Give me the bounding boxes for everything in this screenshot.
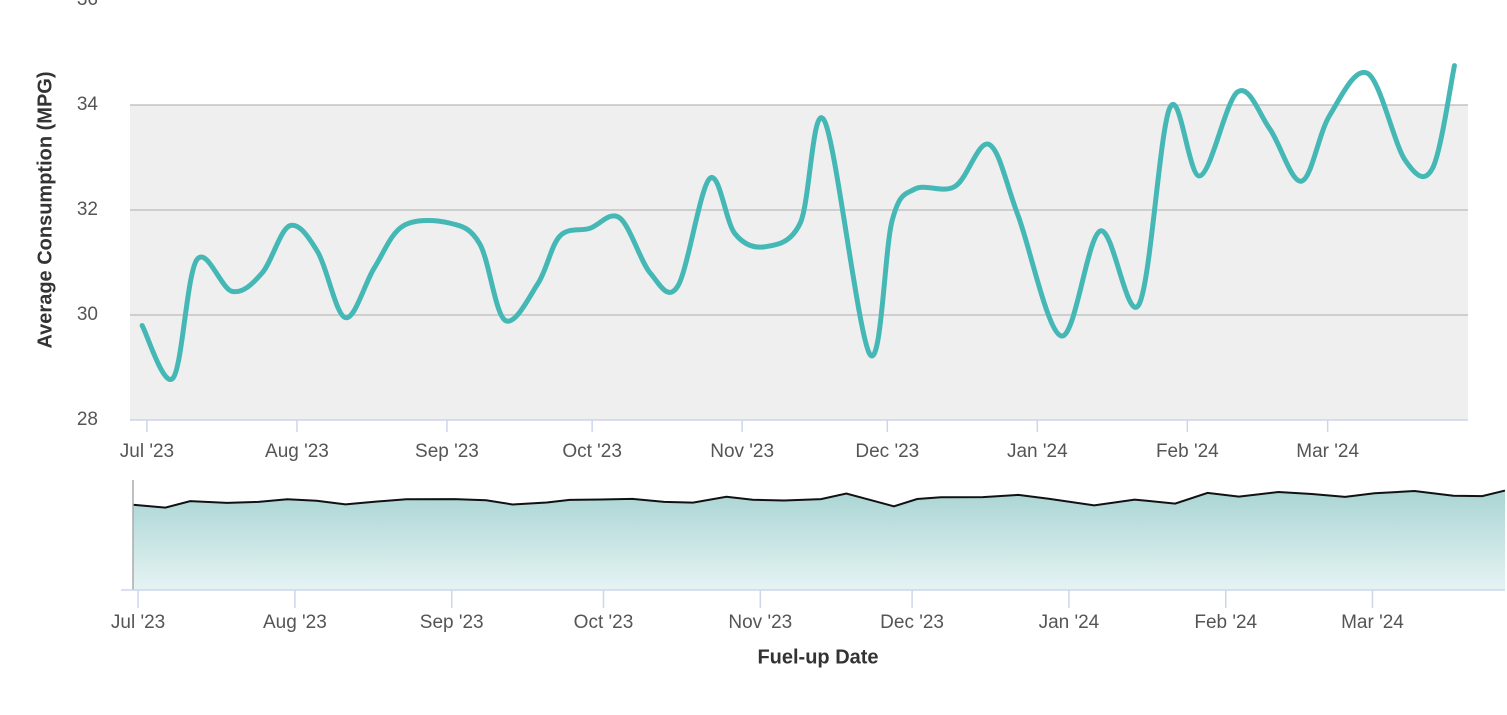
x-tick-label: Dec '23 [855, 441, 919, 462]
navigator-tick-label: Mar '24 [1341, 612, 1404, 633]
navigator-tick-label: Feb '24 [1194, 612, 1257, 633]
x-tick-label: Jul '23 [120, 441, 174, 462]
navigator-tick-label: Oct '23 [574, 612, 634, 633]
x-tick-label: Mar '24 [1296, 441, 1359, 462]
plot-band [130, 105, 1468, 420]
navigator-area [133, 490, 1505, 590]
y-axis-title: Average Consumption (MPG) [34, 71, 56, 348]
y-tick-label: 36 [77, 0, 98, 10]
line-series [139, 63, 1457, 382]
x-tick-label: Jan '24 [1007, 441, 1068, 462]
y-tick-label: 28 [77, 409, 98, 430]
navigator-tick-label: Nov '23 [728, 612, 792, 633]
x-tick-label: Feb '24 [1156, 441, 1219, 462]
y-tick-label: 34 [77, 94, 99, 115]
navigator-tick-label: Aug '23 [263, 612, 327, 633]
navigator-tick-label: Dec '23 [880, 612, 944, 633]
x-tick-label: Sep '23 [415, 441, 479, 462]
y-tick-label: 30 [77, 304, 98, 325]
navigator-tick-label: Sep '23 [420, 612, 484, 633]
x-tick-label: Nov '23 [710, 441, 774, 462]
x-axis-title: Fuel-up Date [757, 646, 878, 668]
navigator-tick-label: Jul '23 [111, 612, 165, 633]
y-tick-label: 32 [77, 199, 98, 220]
navigator-line [132, 489, 1506, 509]
x-tick-label: Oct '23 [562, 441, 622, 462]
main-plot: 28 30 32 34 36 Jul '23 Aug '23 Sep '23 Oct '23 No… [77, 0, 1468, 462]
navigator-tick-label: Jan '24 [1039, 612, 1100, 633]
x-tick-label: Aug '23 [265, 441, 329, 462]
